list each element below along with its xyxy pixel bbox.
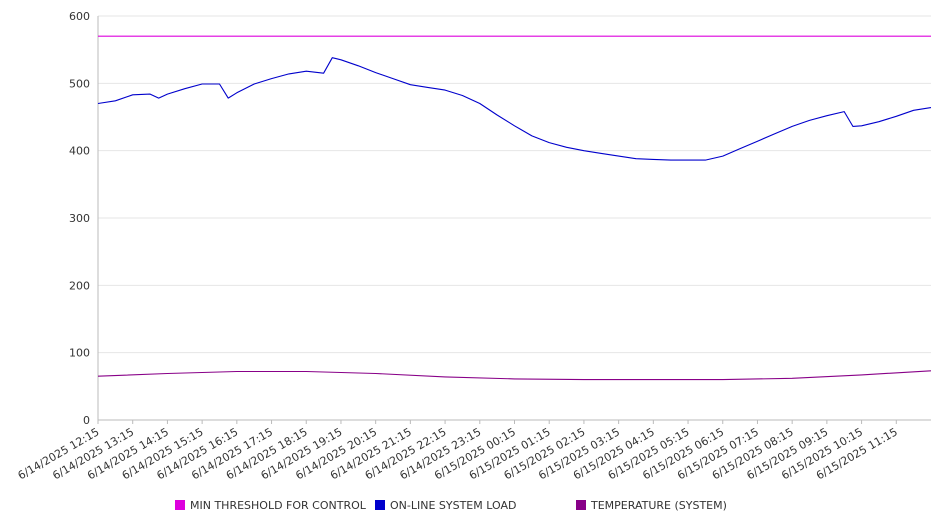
series-line-on-line-system-load [97,57,932,161]
y-tick-label: 500 [69,77,90,90]
legend-swatch [175,500,185,510]
legend-swatch [375,500,385,510]
gridlines [98,15,931,354]
y-tick-label: 600 [69,10,90,23]
legend-item: ON-LINE SYSTEM LOAD [375,499,516,512]
y-tick-label: 300 [69,212,90,225]
legend: MIN THRESHOLD FOR CONTROL ON-LINE SYSTEM … [175,499,727,512]
y-tick-label: 100 [69,347,90,360]
legend-item: MIN THRESHOLD FOR CONTROL [175,499,367,512]
series-line-temperature-system [97,370,932,381]
series-lines [97,35,932,381]
y-tick-label: 200 [69,279,90,292]
x-tick-labels: 6/14/2025 12:156/14/2025 13:156/14/2025 … [16,425,900,482]
legend-label: MIN THRESHOLD FOR CONTROL [190,499,367,512]
axes [97,16,931,424]
y-tick-label: 0 [83,414,90,427]
legend-label: TEMPERATURE (SYSTEM) [590,499,727,512]
legend-item: TEMPERATURE (SYSTEM) [576,499,727,512]
y-tick-label: 400 [69,145,90,158]
y-tick-labels: 0 100 200 300 400 500 600 [69,10,90,427]
legend-swatch [576,500,586,510]
legend-label: ON-LINE SYSTEM LOAD [390,499,516,512]
